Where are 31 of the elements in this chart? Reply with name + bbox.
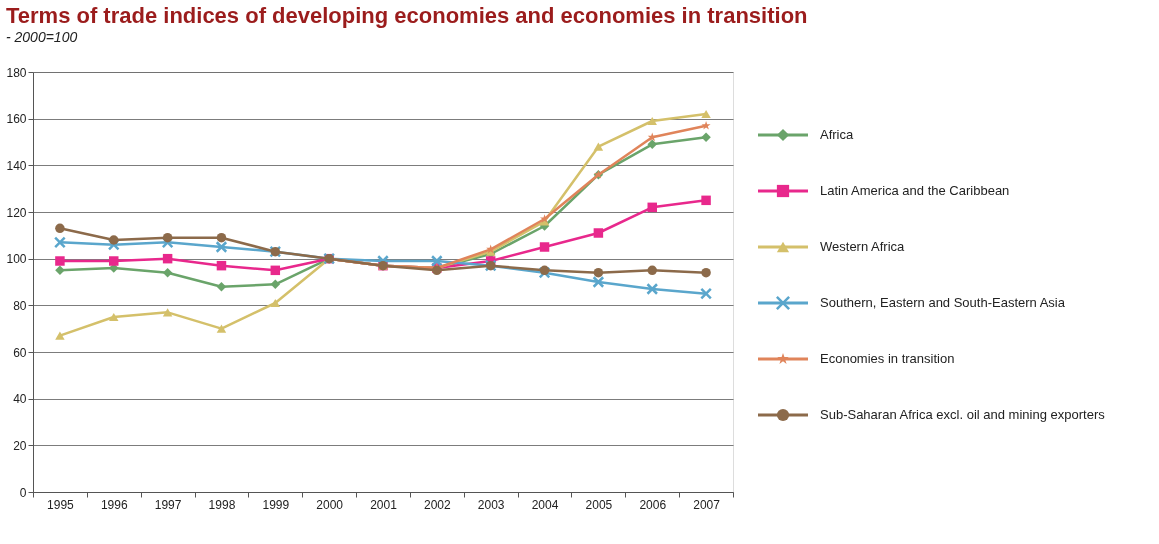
x-tick-label: 1998 bbox=[208, 497, 236, 512]
y-tick-label: 120 bbox=[6, 205, 27, 220]
x-tick-label: 2005 bbox=[585, 497, 613, 512]
y-tick-label: 180 bbox=[6, 65, 27, 80]
x-tick-label: 2006 bbox=[639, 497, 667, 512]
x-tick-label: 2000 bbox=[316, 497, 344, 512]
x-tick-label: 1995 bbox=[47, 497, 75, 512]
x-tick-label: 2007 bbox=[693, 497, 721, 512]
x-tick-label: 2004 bbox=[531, 497, 559, 512]
y-tick-label: 20 bbox=[13, 438, 27, 453]
y-tick-label: 80 bbox=[13, 298, 27, 313]
chart-title: Terms of trade indices of developing economies and economies in transition bbox=[5, 3, 808, 28]
legend-label: Africa bbox=[820, 127, 854, 142]
y-tick-label: 100 bbox=[6, 252, 27, 267]
x-tick-label: 1996 bbox=[100, 497, 128, 512]
y-tick-label: 40 bbox=[13, 392, 27, 407]
x-tick-label: 2002 bbox=[423, 497, 452, 512]
chart-subtitle: - 2000=100 bbox=[5, 29, 78, 45]
x-tick-label: 1997 bbox=[154, 497, 182, 512]
legend-label: Sub-Saharan Africa excl. oil and mining exporters bbox=[820, 407, 1106, 422]
y-tick-label: 0 bbox=[19, 485, 27, 500]
legend-label: Southern, Eastern and South-Eastern Asia bbox=[820, 295, 1066, 310]
x-tick-label: 2003 bbox=[477, 497, 505, 512]
x-tick-label: 1999 bbox=[262, 497, 290, 512]
legend-label: Latin America and the Caribbean bbox=[820, 183, 1010, 198]
y-tick-label: 60 bbox=[13, 345, 27, 360]
legend-label: Economies in transition bbox=[820, 351, 955, 366]
x-tick-label: 2001 bbox=[370, 497, 398, 512]
legend-label: Western Africa bbox=[820, 239, 906, 254]
y-tick-label: 140 bbox=[6, 158, 27, 173]
y-tick-label: 160 bbox=[6, 112, 27, 127]
